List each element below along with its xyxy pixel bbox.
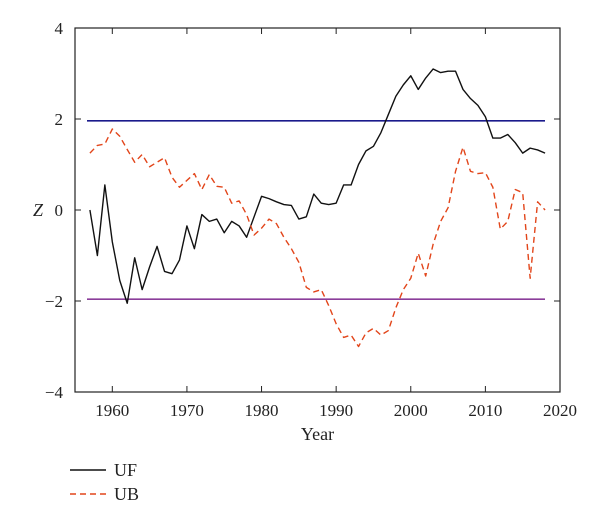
legend-label-ub: UB (114, 484, 139, 504)
legend-label-uf: UF (114, 460, 137, 480)
x-tick-label: 2000 (394, 401, 428, 420)
x-tick-label: 2010 (468, 401, 502, 420)
series-lines (89, 68, 546, 348)
series-line-ub (89, 128, 546, 348)
x-tick-label: 2020 (543, 401, 577, 420)
legend: UF UB (70, 460, 139, 504)
x-tick-label: 1990 (319, 401, 353, 420)
axes: 1960 1970 1980 1990 2000 2010 2020 −4 −2 0 2 4 (45, 19, 577, 420)
series-line-uf (89, 68, 546, 304)
x-tick-label: 1970 (170, 401, 204, 420)
y-tick-label: 2 (55, 110, 64, 129)
x-axis-title: Year (301, 424, 334, 444)
plot-area (74, 27, 561, 393)
x-tick-label: 1980 (245, 401, 279, 420)
y-tick-label: −2 (45, 292, 63, 311)
x-tick-label: 1960 (95, 401, 129, 420)
plot-frame (74, 27, 561, 393)
y-tick-label: −4 (45, 383, 64, 402)
y-tick-label: 0 (55, 201, 64, 220)
y-axis-title: Z (33, 200, 44, 220)
reference-lines (87, 120, 545, 300)
y-tick-label: 4 (55, 19, 64, 38)
